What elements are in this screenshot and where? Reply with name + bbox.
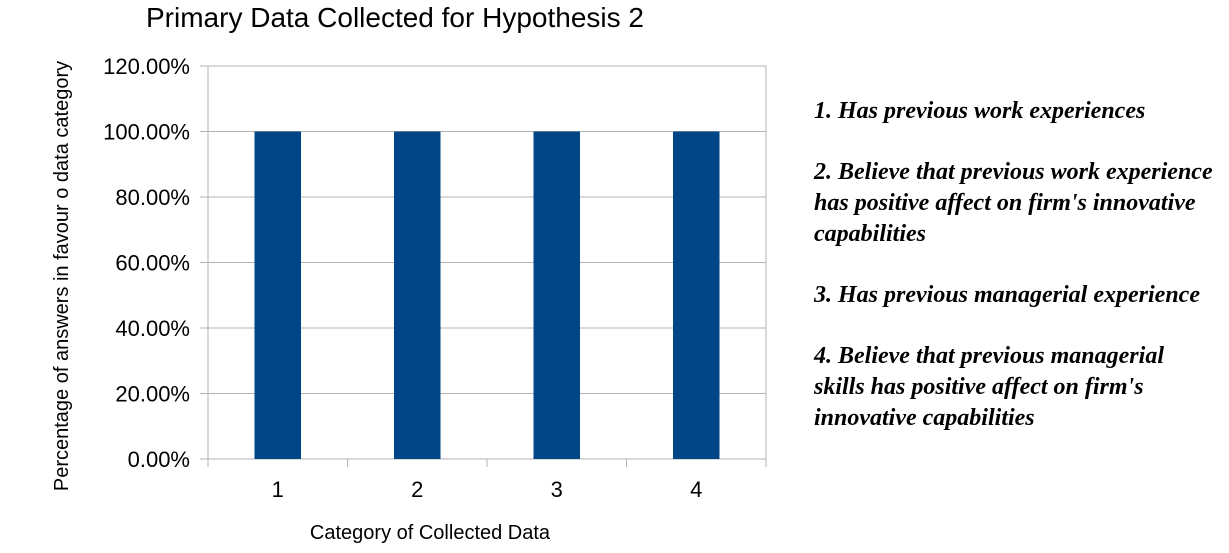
y-tick-label: 40.00% (115, 316, 190, 341)
category-legend: 1. Has previous work experiences 2. Beli… (814, 96, 1219, 464)
y-axis-ticks: 0.00% 20.00% 40.00% 60.00% 80.00% 100.00% 120.… (103, 54, 190, 472)
y-tick-label: 60.00% (115, 251, 190, 276)
bars (254, 131, 720, 459)
y-tick-label: 120.00% (103, 54, 190, 79)
y-axis-label: Percentage of answers in favour o data c… (51, 61, 73, 491)
legend-item-1: 1. Has previous work experiences (814, 98, 1146, 124)
x-tick-label: 3 (551, 477, 563, 502)
bar-2 (394, 131, 441, 459)
x-axis-label: Category of Collected Data (310, 522, 551, 544)
x-tick-label: 2 (411, 477, 423, 502)
legend-item-4: 4. Believe that previous managerial skil… (814, 343, 1164, 431)
y-tick-label: 100.00% (103, 120, 190, 145)
bar-chart: Primary Data Collected for Hypothesis 2 … (51, 2, 767, 544)
x-tick-label: 1 (272, 477, 284, 502)
legend-item-2: 2. Believe that previous work experience… (814, 159, 1213, 247)
x-axis-ticks: 1 2 3 4 (272, 477, 703, 502)
bar-1 (254, 131, 301, 459)
y-tick-label: 80.00% (115, 185, 190, 210)
legend-item-3: 3. Has previous managerial experience (814, 282, 1200, 308)
chart-title: Primary Data Collected for Hypothesis 2 (146, 2, 644, 33)
y-tick-label: 20.00% (115, 382, 190, 407)
bar-4 (673, 131, 720, 459)
x-tick-label: 4 (690, 477, 702, 502)
bar-3 (533, 131, 580, 459)
y-tick-label: 0.00% (128, 447, 190, 472)
